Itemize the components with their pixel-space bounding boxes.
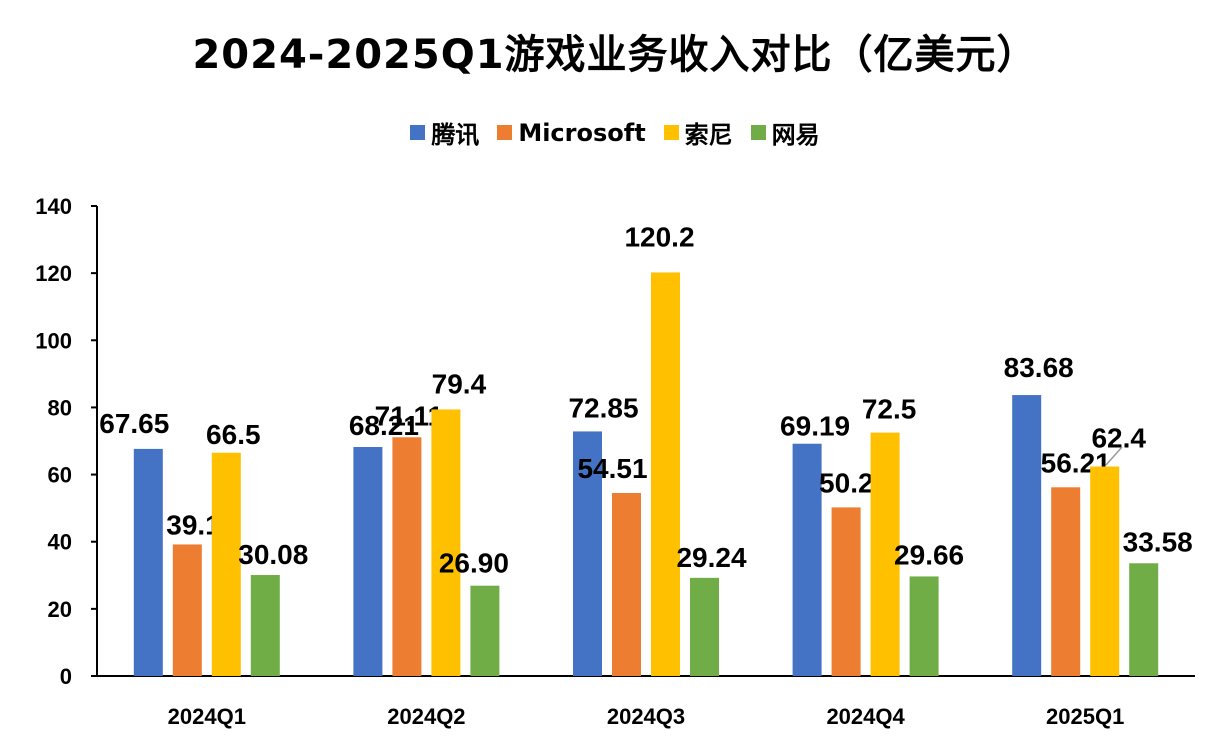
data-label: 83.68 [1004, 352, 1074, 383]
bar-索尼-2024Q1 [211, 452, 241, 676]
data-label: 69.19 [780, 411, 850, 442]
bar-腾讯-2024Q1 [133, 448, 163, 676]
legend-item-microsoft: Microsoft [497, 118, 646, 147]
data-label: 30.08 [238, 539, 308, 570]
x-category-label: 2024Q3 [607, 704, 685, 729]
bar-索尼-2024Q3 [651, 272, 680, 676]
data-label: 79.4 [432, 368, 487, 399]
data-label: 68.21 [349, 410, 419, 441]
bar-网易-2025Q1 [1129, 563, 1159, 676]
bar-索尼-2025Q1 [1090, 466, 1120, 676]
data-label: 62.4 [1091, 423, 1146, 454]
x-category-label: 2024Q2 [387, 704, 465, 729]
y-tick-label: 120 [35, 261, 72, 286]
legend-label-microsoft: Microsoft [518, 118, 646, 147]
y-tick-label: 80 [48, 395, 72, 420]
bar-索尼-2024Q2 [431, 409, 461, 676]
bar-腾讯-2024Q3 [573, 431, 602, 676]
bar-网易-2024Q4 [909, 576, 939, 676]
legend-swatch-sony [663, 125, 679, 140]
y-tick-label: 140 [35, 194, 72, 219]
bar-网易-2024Q1 [250, 575, 280, 676]
bar-Microsoft-2024Q3 [612, 493, 641, 676]
bar-腾讯-2024Q2 [353, 447, 383, 676]
bar-Microsoft-2024Q4 [831, 507, 861, 676]
x-category-label: 2024Q1 [168, 704, 246, 729]
bar-腾讯-2024Q4 [792, 443, 822, 676]
data-label: 33.58 [1123, 526, 1193, 557]
y-tick-label: 0 [60, 664, 72, 689]
bar-Microsoft-2024Q1 [172, 544, 202, 676]
x-category-label: 2025Q1 [1046, 704, 1124, 729]
y-tick-label: 40 [48, 530, 72, 555]
bar-网易-2024Q3 [690, 577, 719, 676]
bar-Microsoft-2025Q1 [1051, 487, 1081, 676]
legend-item-tencent: 腾讯 [410, 115, 479, 150]
data-label: 29.24 [676, 542, 746, 573]
data-label: 72.5 [862, 394, 917, 425]
data-label: 72.85 [568, 392, 638, 423]
leader-line [1105, 446, 1123, 466]
bar-索尼-2024Q4 [870, 432, 900, 676]
legend-swatch-netease [750, 125, 766, 140]
data-label: 120.2 [624, 221, 694, 252]
y-tick-label: 20 [48, 597, 72, 622]
y-tick-label: 100 [35, 328, 72, 353]
legend-swatch-microsoft [497, 125, 513, 140]
legend-item-netease: 网易 [750, 115, 820, 150]
bar-腾讯-2025Q1 [1012, 395, 1042, 676]
data-label: 67.65 [99, 408, 169, 439]
x-category-label: 2024Q4 [826, 704, 905, 729]
legend-label-tencent: 腾讯 [431, 121, 480, 149]
data-label: 54.51 [577, 453, 647, 484]
bar-网易-2024Q2 [470, 585, 500, 676]
data-label: 29.66 [894, 539, 964, 570]
data-label: 66.5 [206, 419, 261, 450]
chart-title: 2024-2025Q1游戏业务收入对比（亿美元） [192, 32, 1038, 78]
bar-Microsoft-2024Q2 [392, 437, 422, 676]
legend-item-sony: 索尼 [663, 115, 733, 150]
legend-swatch-tencent [410, 125, 426, 140]
data-label: 26.90 [439, 548, 509, 579]
legend-label-netease: 网易 [771, 121, 820, 149]
legend-label-sony: 索尼 [684, 121, 733, 149]
legend: 腾讯 Microsoft 索尼 网易 [0, 115, 1230, 150]
y-tick-label: 60 [48, 463, 72, 488]
